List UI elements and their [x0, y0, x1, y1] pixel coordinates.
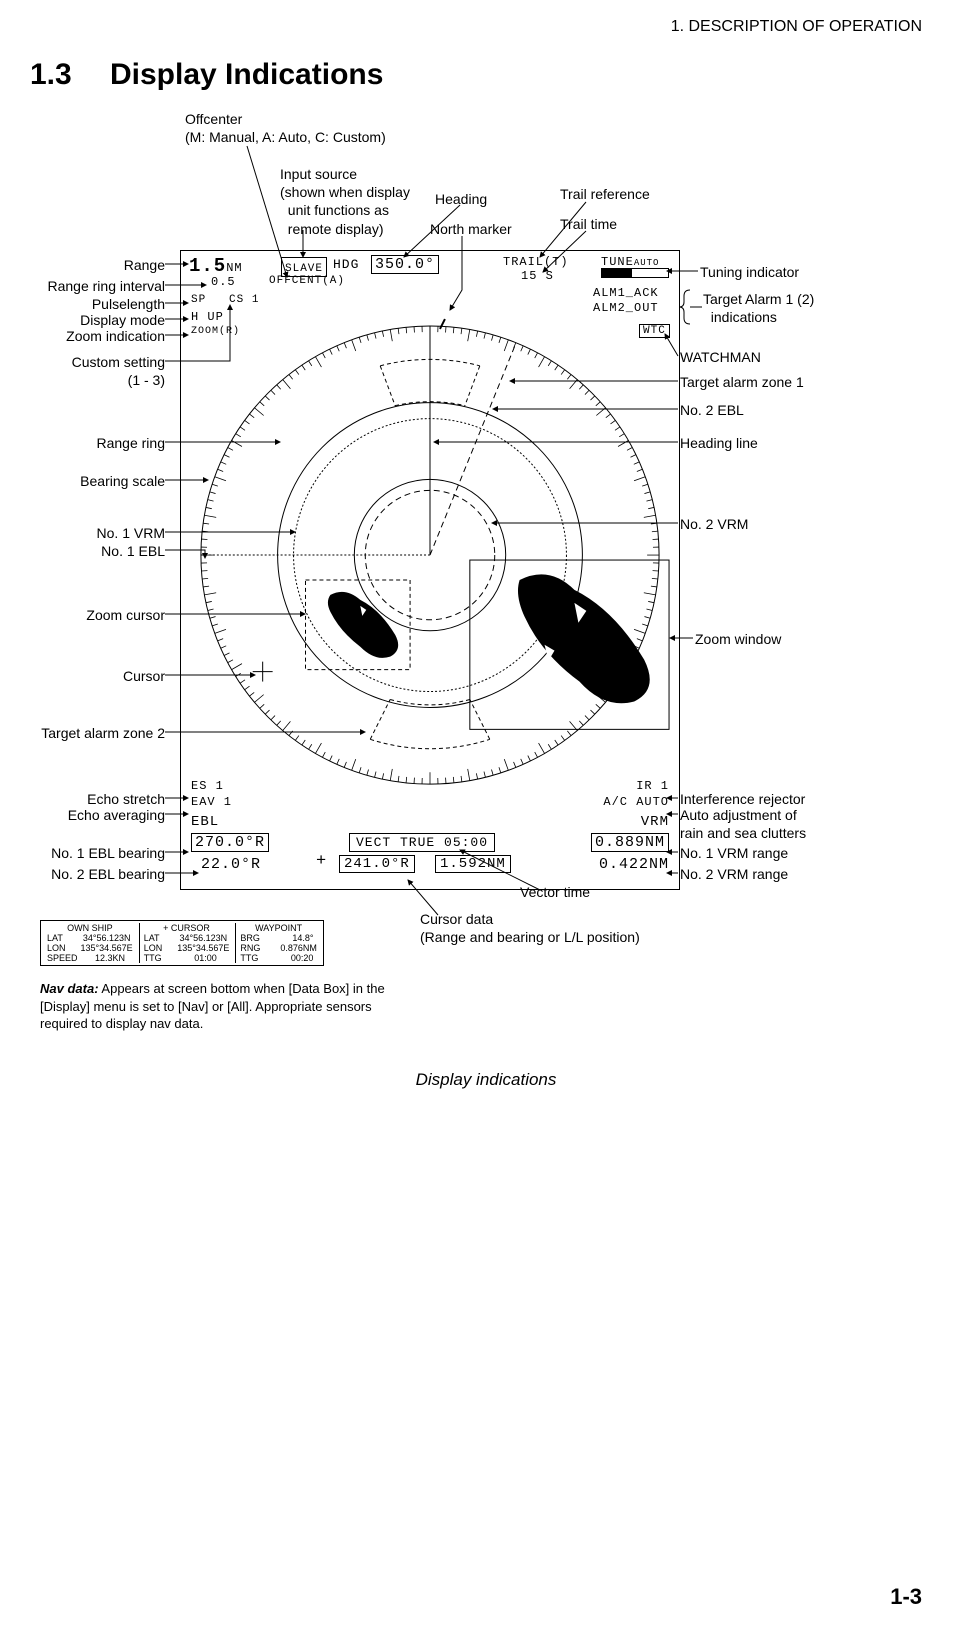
page-number: 1-3 [890, 1584, 922, 1610]
no2-vrm-label: No. 2 VRM [680, 515, 748, 533]
plus-cursor: + [316, 852, 327, 871]
no1-vrm-range-label: No. 1 VRM range [680, 844, 788, 862]
cursor-label: Cursor [30, 667, 165, 685]
trail-ref-label: Trail reference [560, 185, 650, 203]
cursor-data-label: Cursor data(Range and bearing or L/L pos… [420, 910, 640, 946]
no2-ebl-label: No. 2 EBL [680, 401, 744, 419]
sp-readout: SP CS 1 [191, 294, 259, 306]
range-ring-interval-label: Range ring interval [30, 277, 165, 295]
es-readout: ES 1 [191, 779, 224, 793]
trail-time-label: Trail time [560, 215, 617, 233]
no1-ebl-bearing-label: No. 1 EBL bearing [30, 844, 165, 862]
no2-ebl-bearing-label: No. 2 EBL bearing [30, 865, 165, 883]
eav-readout: EAV 1 [191, 795, 232, 809]
ebl2-readout: 22.0°R [201, 856, 261, 873]
trail-label: TRAIL(T) [503, 255, 569, 269]
vrm-label-readout: VRM [641, 814, 669, 830]
no2-vrm-range-label: No. 2 VRM range [680, 865, 788, 883]
no1-vrm-label: No. 1 VRM [30, 524, 165, 542]
vrm1-readout: 0.889NM [591, 833, 669, 852]
tuning-indicator-label: Tuning indicator [700, 263, 799, 281]
wtc-readout: WTC [639, 324, 670, 338]
range-readout: 1.5NM [189, 255, 243, 277]
cursor-brg-readout: 241.0°R [339, 855, 415, 873]
vrm2-readout: 0.422NM [599, 856, 669, 873]
hdg-value: 350.0° [371, 255, 439, 274]
range-ring-label: Range ring [30, 434, 165, 452]
nav-waypoint-header: WAYPOINT [240, 923, 317, 933]
nav-data-table: OWN SHIP LAT 34°56.123N LON 135°34.567E … [40, 920, 324, 966]
hup-readout: H UP [191, 310, 224, 324]
chapter-header: 1. DESCRIPTION OF OPERATION [671, 18, 922, 36]
nav-data-note: Nav data: Appears at screen bottom when … [40, 980, 420, 1033]
ac-readout: A/C AUTO [603, 795, 669, 809]
range-ring-int-readout: 0.5 [211, 275, 236, 289]
hdg-label: HDG [333, 257, 359, 272]
target-alarm-zone1-label: Target alarm zone 1 [680, 373, 804, 391]
no1-ebl-label: No. 1 EBL [30, 542, 165, 560]
diagram: Offcenter (M: Manual, A: Auto, C: Custom… [30, 110, 942, 1090]
zoom-indication-label: Zoom indication [30, 327, 165, 345]
zoom-readout: ZOOM(R) [191, 326, 240, 337]
section-title: 1.3Display Indications [30, 58, 383, 92]
auto-adj-label: Auto adjustment ofrain and sea clutters [680, 806, 806, 842]
alm2-readout: ALM2_OUT [593, 301, 659, 315]
target-alarm-zone2-label: Target alarm zone 2 [30, 724, 165, 742]
input-source-label: Input source (shown when display unit fu… [280, 165, 410, 238]
ebl-label-readout: EBL [191, 814, 219, 830]
ebl1-readout: 270.0°R [191, 833, 269, 852]
bearing-scale-label: Bearing scale [30, 472, 165, 490]
offcent-readout: OFFCENT(A) [269, 275, 345, 287]
watchman-label: WATCHMAN [680, 348, 761, 366]
tune-label: TUNEAUTO [601, 255, 659, 269]
zoom-window-label: Zoom window [695, 630, 781, 648]
ir-readout: IR 1 [636, 779, 669, 793]
slave-box: SLAVE [281, 257, 327, 277]
nav-ownship-header: OWN SHIP [47, 923, 133, 933]
target-alarm-label: Target Alarm 1 (2) indications [703, 290, 814, 326]
heading-label: Heading [435, 190, 487, 208]
trail-time: 15 S [521, 269, 554, 283]
vect-readout: VECT TRUE 05:00 [349, 833, 495, 852]
tune-bar [601, 268, 669, 278]
alm1-readout: ALM1_ACK [593, 286, 659, 300]
figure-caption: Display indications [30, 1070, 942, 1090]
nav-cursor-header: + CURSOR [144, 923, 230, 933]
section-name: Display Indications [110, 58, 383, 91]
heading-line-label: Heading line [680, 434, 758, 452]
zoom-cursor-label: Zoom cursor [30, 606, 165, 624]
cursor-rng-readout: 1.592NM [435, 855, 511, 873]
echo-averaging-label: Echo averaging [30, 806, 165, 824]
north-marker-label: North marker [430, 220, 512, 238]
range-label: Range [30, 256, 165, 274]
offcenter-label: Offcenter (M: Manual, A: Auto, C: Custom… [185, 110, 386, 146]
radar-screen: 1.5NM SLAVE HDG 350.0° TRAIL(T) 15 S TUN… [180, 250, 680, 890]
section-number: 1.3 [30, 58, 110, 92]
custom-setting-label: Custom setting(1 - 3) [30, 353, 165, 389]
